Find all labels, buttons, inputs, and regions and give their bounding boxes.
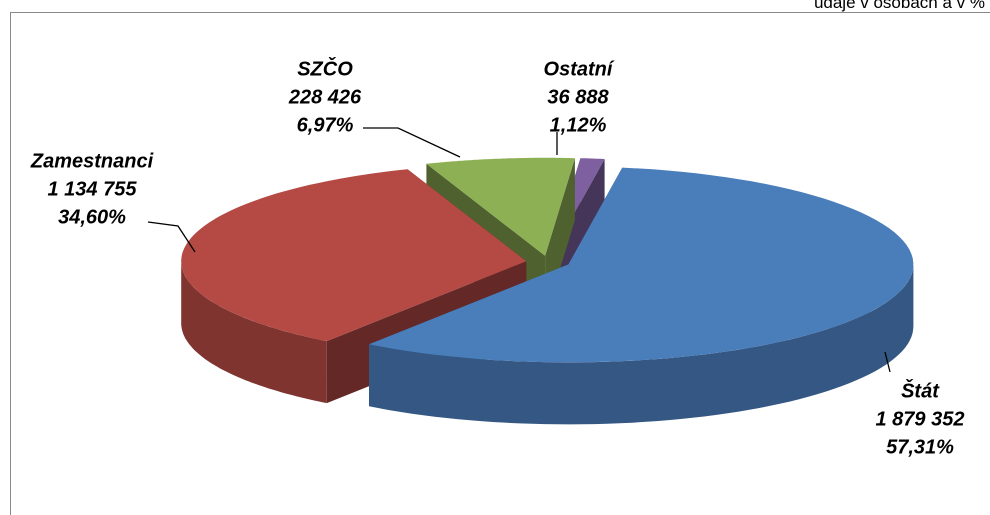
slice-label-value: 1 879 352: [876, 408, 965, 430]
slice-label-percent: 34,60%: [58, 206, 126, 228]
slice-label-name: SZČO: [297, 56, 353, 80]
slice-label-percent: 57,31%: [886, 436, 954, 458]
slice-side: [369, 264, 914, 425]
slice-label-percent: 6,97%: [297, 114, 354, 136]
leader-line: [147, 221, 196, 253]
slice-label-name: Štát: [901, 378, 940, 402]
pie-slice: [369, 167, 914, 425]
slice-label-value: 228 426: [288, 86, 362, 108]
slice-label-value: 1 134 755: [48, 178, 138, 200]
slice-top: [369, 167, 914, 363]
slice-label-name: Zamestnanci: [30, 150, 154, 172]
labels: Štát 1 879 352 57,31% Zamestnanci 1 134 755 3…: [30, 56, 965, 458]
leader-lines: [147, 127, 891, 373]
chart-subtitle: údaje v osobách a v %: [814, 0, 985, 12]
slice-top: [426, 157, 575, 256]
slice-top: [181, 169, 527, 342]
leader-line: [884, 351, 891, 373]
leader-line: [363, 127, 461, 158]
slice-side: [181, 261, 327, 404]
slice-label-name: Ostatní: [544, 58, 615, 80]
slice-label-percent: 1,12%: [550, 114, 607, 136]
pie: [181, 157, 914, 425]
slice-label-value: 36 888: [547, 86, 609, 108]
